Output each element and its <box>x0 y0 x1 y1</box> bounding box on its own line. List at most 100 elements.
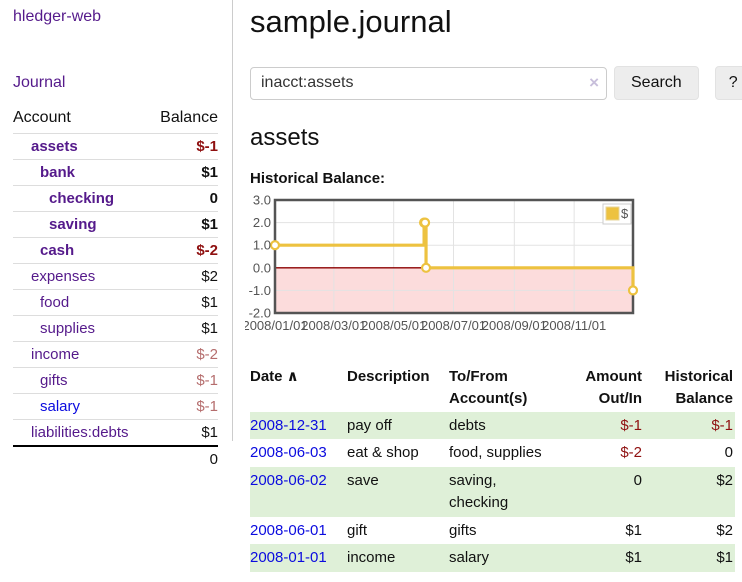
account-row: assets $-1 <box>13 133 218 160</box>
register-header-historical: Historical Balance <box>664 368 733 407</box>
register-header-description: Description <box>347 368 430 385</box>
svg-text:2008/03/01: 2008/03/01 <box>301 318 366 333</box>
svg-text:2008/11/01: 2008/11/01 <box>542 318 606 333</box>
account-row: food $1 <box>13 289 218 316</box>
svg-text:2.0: 2.0 <box>253 215 271 230</box>
register-row: 2008-06-02 save saving, checking 0 $2 <box>250 467 735 517</box>
data-point-marker <box>419 217 431 228</box>
transaction-balance: $-1 <box>711 416 733 434</box>
transaction-date-link[interactable]: 2008-06-03 <box>250 444 327 462</box>
account-link-checking[interactable]: checking <box>49 190 115 207</box>
transaction-description: pay off <box>347 416 392 434</box>
transaction-amount: 0 <box>633 472 642 489</box>
register-header-amount: Amount Out/In <box>585 368 642 407</box>
legend-label: $ <box>621 206 629 221</box>
account-balance: 0 <box>149 185 218 212</box>
transaction-accounts: saving, checking <box>449 472 509 511</box>
account-link-liabilities-debts[interactable]: liabilities:debts <box>31 424 129 441</box>
svg-text:-2.0: -2.0 <box>249 306 271 321</box>
account-link-saving[interactable]: saving <box>49 216 97 233</box>
account-balance: $-2 <box>149 237 218 264</box>
transaction-date-link[interactable]: 2008-06-02 <box>250 472 327 489</box>
transaction-date-link[interactable]: 2008-01-01 <box>250 549 327 567</box>
sidebar-item-journal[interactable]: Journal <box>13 74 66 91</box>
transaction-accounts: salary <box>449 549 490 567</box>
account-link-food[interactable]: food <box>40 294 70 311</box>
help-button[interactable]: ? <box>714 66 742 100</box>
account-link-supplies[interactable]: supplies <box>40 320 96 337</box>
account-row: checking 0 <box>13 185 218 212</box>
page-title: sample.journal <box>250 4 452 39</box>
transaction-balance: 0 <box>724 444 733 462</box>
account-link-expenses[interactable]: expenses <box>31 268 96 285</box>
register-row: 2008-01-01 income salary $1 $1 <box>250 544 735 572</box>
sidebar: hledger-web Journal Account Balance asse… <box>0 0 233 472</box>
accounts-table: Account Balance assets $-1 bank $1 checking 0… <box>13 106 218 472</box>
account-balance: $1 <box>149 315 218 342</box>
transaction-balance: $2 <box>716 521 733 539</box>
search-box: × <box>250 66 607 100</box>
legend-swatch-icon <box>605 206 620 221</box>
register-header-date[interactable]: Date ∧ <box>250 368 299 385</box>
search-form: × Search ? <box>250 66 742 100</box>
account-balance: $-1 <box>149 367 218 394</box>
account-row: supplies $1 <box>13 315 218 342</box>
account-link-assets[interactable]: assets <box>31 138 78 155</box>
clear-search-icon[interactable]: × <box>589 72 599 92</box>
account-balance: $1 <box>149 289 218 316</box>
historical-balance-chart: 3.0 2.0 1.0 0.0 -1.0 -2.0 2008/01/01 2008/03/01… <box>242 193 740 350</box>
transaction-accounts: debts <box>449 416 486 434</box>
transaction-balance: $2 <box>716 472 733 489</box>
account-row: income $-2 <box>13 341 218 368</box>
account-balance: $-1 <box>149 133 218 160</box>
transaction-amount: $1 <box>625 549 642 567</box>
register-row: 2008-06-01 gift gifts $1 $2 <box>250 517 735 545</box>
search-input[interactable] <box>250 66 607 100</box>
svg-text:-1.0: -1.0 <box>249 283 271 298</box>
account-balance: $1 <box>149 159 218 186</box>
svg-text:0.0: 0.0 <box>253 260 271 275</box>
search-button[interactable]: Search <box>614 66 699 100</box>
transaction-description: save <box>347 472 379 489</box>
account-balance: $2 <box>149 263 218 290</box>
chart-svg: 3.0 2.0 1.0 0.0 -1.0 -2.02008/01/012008/03/01… <box>242 193 639 333</box>
transaction-amount: $-2 <box>620 444 642 462</box>
account-row: salary $-1 <box>13 393 218 420</box>
transaction-date-link[interactable]: 2008-06-01 <box>250 521 327 539</box>
account-link-income[interactable]: income <box>31 346 80 363</box>
account-link-salary[interactable]: salary <box>40 398 81 415</box>
app-title-link[interactable]: hledger-web <box>13 8 102 25</box>
svg-text:2008/01/01: 2008/01/01 <box>245 318 308 333</box>
account-link-bank[interactable]: bank <box>40 164 76 181</box>
accounts-total-row: 0 <box>13 445 218 472</box>
register-row: 2008-06-03 eat & shop food, supplies $-2 0 <box>250 439 735 467</box>
transaction-description: eat & shop <box>347 444 419 462</box>
accounts-table-header-row: Account Balance <box>13 106 218 134</box>
account-row: saving $1 <box>13 211 218 238</box>
data-point-marker <box>269 240 281 251</box>
account-link-gifts[interactable]: gifts <box>40 372 68 389</box>
account-balance: $1 <box>149 419 218 446</box>
transaction-description: gift <box>347 521 368 539</box>
data-point-marker <box>420 262 432 273</box>
svg-text:2008/05/01: 2008/05/01 <box>361 318 426 333</box>
account-row: liabilities:debts $1 <box>13 419 218 446</box>
register-row: 2008-12-31 pay off debts $-1 $-1 <box>250 411 735 440</box>
accounts-header-account: Account <box>13 109 71 126</box>
account-row: cash $-2 <box>13 237 218 264</box>
accounts-total-balance: 0 <box>149 445 218 472</box>
account-balance: $1 <box>149 211 218 238</box>
register-header-row: Date ∧ Description To/From Account(s) Amount… <box>250 364 735 412</box>
account-balance: $-1 <box>149 393 218 420</box>
transaction-amount: $-1 <box>620 416 642 434</box>
account-link-cash[interactable]: cash <box>40 242 75 259</box>
account-row: bank $1 <box>13 159 218 186</box>
main-content: sample.journal × Search ? assets Histori… <box>242 0 742 572</box>
transaction-balance: $1 <box>716 549 733 567</box>
svg-text:2008/09/01: 2008/09/01 <box>482 318 547 333</box>
transaction-accounts: food, supplies <box>449 444 542 462</box>
account-row: expenses $2 <box>13 263 218 290</box>
transaction-date-link[interactable]: 2008-12-31 <box>250 416 327 434</box>
register-header-to-from: To/From Account(s) <box>449 368 528 407</box>
sort-ascending-icon[interactable]: ∧ <box>282 368 299 385</box>
